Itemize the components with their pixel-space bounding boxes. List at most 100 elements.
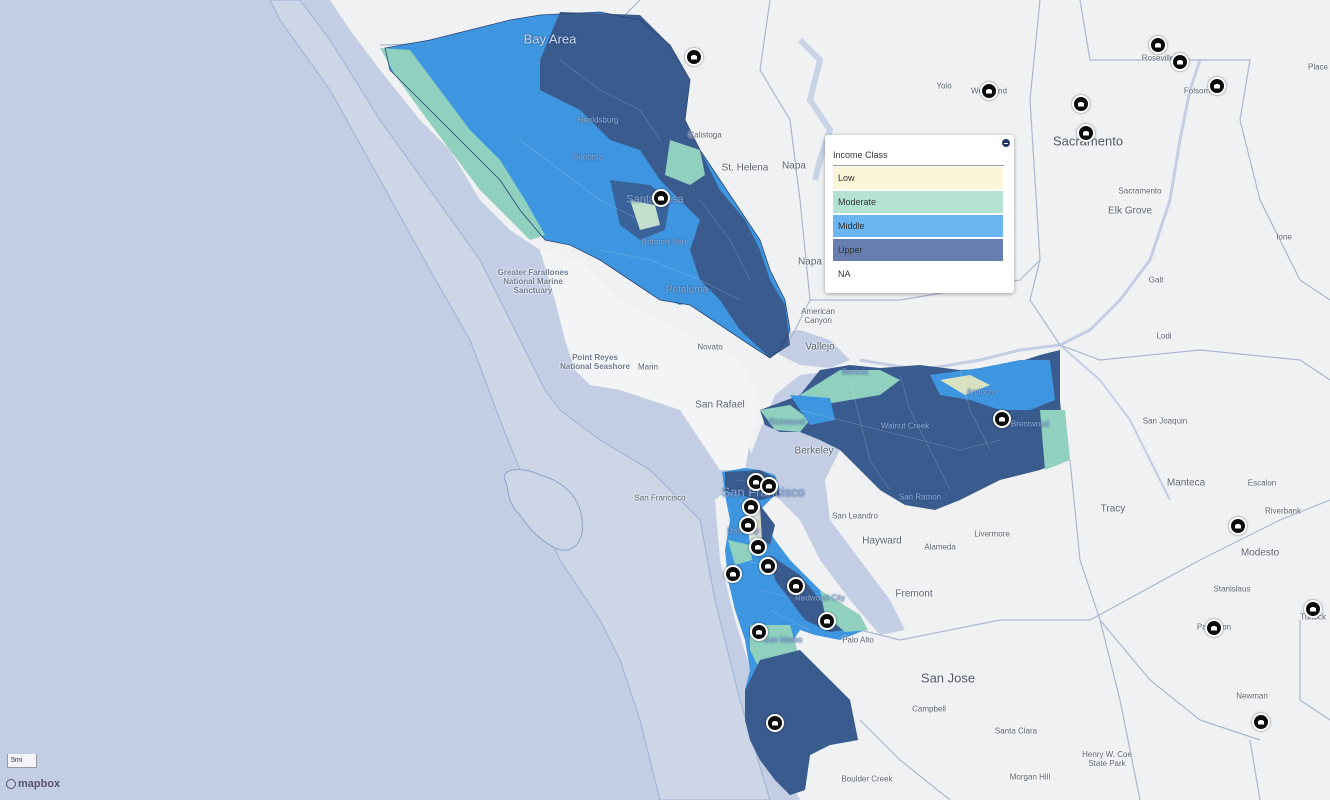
- label-folsom: Folsom: [1183, 86, 1211, 96]
- label-benicia: Benicia: [841, 367, 869, 377]
- branch-marker-icon[interactable]: [742, 498, 760, 516]
- branch-marker-icon[interactable]: [652, 189, 670, 207]
- sonoma-outline: [384, 11, 791, 359]
- label-henry-coe: Henry W. Coe State Park: [1082, 749, 1132, 768]
- sonoma-coast-moderate: [380, 48, 545, 240]
- label-san-francisco-county: San Francisco: [634, 493, 686, 503]
- redwood-upper: [770, 555, 860, 632]
- label-point-reyes: Point Reyes National Seashore: [560, 352, 630, 371]
- branch-marker-icon[interactable]: [1149, 36, 1167, 54]
- legend-rows: Low Moderate Middle Upper NA: [833, 167, 1003, 287]
- legend-item-na[interactable]: NA: [833, 263, 1003, 285]
- legend-item-upper[interactable]: Upper: [833, 239, 1003, 261]
- label-san-rafael: San Rafael: [695, 399, 745, 411]
- label-tracy: Tracy: [1100, 503, 1126, 515]
- label-antioch: Antioch: [966, 387, 994, 397]
- label-redwood-city: Redwood City: [795, 593, 845, 603]
- label-boulder-creek: Boulder Creek: [841, 774, 893, 784]
- legend-item-moderate[interactable]: Moderate: [833, 191, 1003, 213]
- legend-collapse-icon[interactable]: [1002, 139, 1010, 147]
- attribution-text: mapbox: [18, 778, 61, 790]
- label-stanislaus: Stanislaus: [1213, 584, 1251, 594]
- calistoga-moderate: [665, 140, 705, 185]
- branch-marker-icon[interactable]: [766, 714, 784, 732]
- san-joaquin-river: [1059, 344, 1171, 501]
- branch-marker-icon[interactable]: [739, 516, 757, 534]
- sanctuary-boundary: [269, 0, 771, 800]
- antioch-middle: [930, 360, 1055, 410]
- label-santa-clara: Santa Clara: [994, 726, 1038, 736]
- sf-bay: [745, 370, 905, 635]
- county-lines: [379, 0, 1330, 800]
- label-richmond: Richmond: [768, 417, 806, 427]
- palo-alto-moderate: [820, 590, 868, 632]
- label-sacramento: Sacramento: [1118, 186, 1162, 196]
- label-campbell: Campbell: [912, 704, 946, 714]
- branch-marker-icon[interactable]: [750, 623, 768, 641]
- label-napa: Napa: [798, 256, 822, 268]
- label-american-canyon: American Canyon: [801, 306, 835, 325]
- label-sonoma: Sonoma: [573, 152, 603, 162]
- label-lodi: Lodi: [1156, 331, 1172, 341]
- branch-marker-icon[interactable]: [749, 538, 767, 556]
- label-san-joaquin: San Joaquin: [1142, 416, 1188, 426]
- legend-title: Income Class: [833, 150, 888, 160]
- contra-costa-moderate-north: [800, 370, 900, 405]
- legend-divider: [833, 165, 1004, 166]
- branch-marker-icon[interactable]: [993, 410, 1011, 428]
- label-ione: Ione: [1276, 232, 1292, 242]
- branch-marker-icon[interactable]: [724, 565, 742, 583]
- branch-marker-icon[interactable]: [818, 612, 836, 630]
- branch-marker-icon[interactable]: [1077, 124, 1095, 142]
- label-berkeley: Berkeley: [794, 445, 834, 457]
- label-san-leandro: San Leandro: [832, 511, 878, 521]
- branch-marker-icon[interactable]: [1205, 619, 1223, 637]
- label-vallejo: Vallejo: [805, 341, 835, 353]
- label-st-helena: St. Helena: [721, 162, 769, 174]
- branch-marker-icon[interactable]: [1304, 600, 1322, 618]
- legend-item-low[interactable]: Low: [833, 167, 1003, 189]
- branch-marker-icon[interactable]: [760, 477, 778, 495]
- label-napa-top: Napa: [782, 160, 806, 172]
- branch-marker-icon[interactable]: [1072, 95, 1090, 113]
- richmond-middle: [790, 395, 835, 425]
- label-bay-area: Bay Area: [523, 31, 577, 47]
- sacramento-river: [859, 59, 1202, 372]
- branch-marker-icon[interactable]: [1252, 713, 1270, 731]
- label-alameda: Alameda: [924, 542, 956, 552]
- label-palo-alto: Palo Alto: [842, 635, 874, 645]
- label-manteca: Manteca: [1166, 477, 1206, 489]
- label-marin: Marin: [637, 362, 659, 372]
- label-brentwood: Brentwood: [1010, 419, 1050, 429]
- santa-rosa-low: [630, 200, 660, 230]
- label-san-ramon: San Ramon: [898, 492, 942, 502]
- label-newman: Newman: [1236, 691, 1268, 701]
- branch-marker-icon[interactable]: [787, 577, 805, 595]
- label-galt: Galt: [1148, 275, 1164, 285]
- branch-marker-icon[interactable]: [1208, 77, 1226, 95]
- legend-item-middle[interactable]: Middle: [833, 215, 1003, 237]
- mapbox-logo[interactable]: mapbox: [6, 778, 60, 790]
- label-farallones: Greater Farallones National Marine Sanct…: [497, 268, 569, 296]
- branch-marker-icon[interactable]: [759, 557, 777, 575]
- branch-marker-icon[interactable]: [980, 82, 998, 100]
- label-san-jose: San Jose: [920, 670, 976, 686]
- san-mateo-upper-south: [745, 650, 858, 795]
- branch-marker-icon[interactable]: [685, 48, 703, 66]
- branch-marker-icon[interactable]: [1229, 517, 1247, 535]
- lake: [797, 37, 834, 181]
- label-rohnert-park: Rohnert Park: [641, 237, 689, 247]
- income-class-legend: Income Class Low Moderate Middle Upper N…: [825, 135, 1014, 293]
- sonoma-upper-region: [540, 12, 790, 358]
- label-livermore: Livermore: [974, 529, 1010, 539]
- label-elk-grove: Elk Grove: [1108, 205, 1152, 217]
- label-placerville: Place: [1307, 62, 1329, 72]
- daly-city-moderate: [728, 540, 752, 565]
- mapbox-logo-icon: [6, 779, 16, 789]
- contra-costa-moderate-east: [1040, 410, 1070, 470]
- label-petaluma: Petaluma: [665, 284, 709, 296]
- label-san-mateo: San Mateo: [763, 635, 803, 645]
- branch-marker-icon[interactable]: [1171, 53, 1189, 71]
